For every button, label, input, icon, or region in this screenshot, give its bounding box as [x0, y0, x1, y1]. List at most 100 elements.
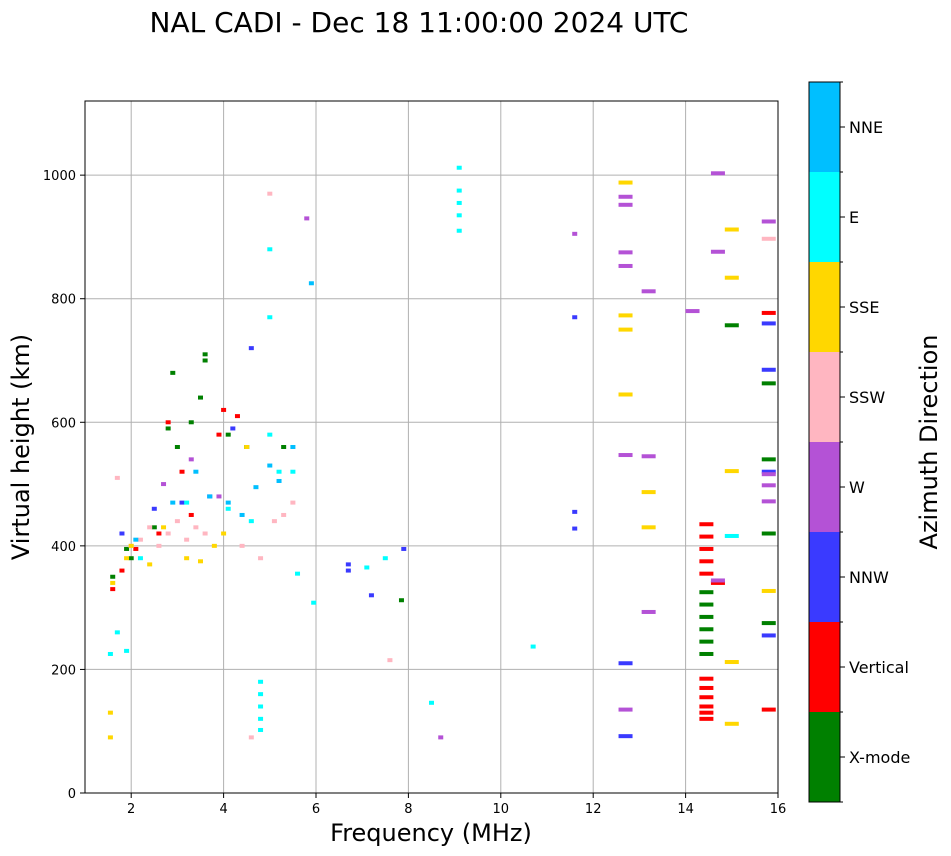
data-point-w	[618, 194, 633, 199]
data-point-x-mode	[761, 457, 776, 462]
data-point-nnw	[761, 367, 776, 372]
data-point-vertical	[699, 546, 714, 551]
data-point-nne	[193, 469, 199, 474]
data-point-x-mode	[699, 627, 714, 632]
colorbar-tick-label: SSE	[849, 298, 879, 317]
y-tick-label: 1000	[43, 169, 76, 184]
data-point-e	[267, 315, 273, 320]
y-axis-label: Virtual height (km)	[7, 334, 35, 560]
data-point-e	[258, 679, 264, 684]
data-point-vertical	[699, 695, 714, 700]
data-point-vertical	[110, 587, 116, 592]
data-point-sse	[724, 721, 739, 726]
data-point-nne	[276, 478, 282, 483]
data-point-e	[456, 165, 462, 170]
data-point-sse	[761, 588, 776, 593]
data-point-w	[304, 216, 310, 221]
data-point-e	[267, 247, 273, 252]
data-point-e	[382, 556, 388, 561]
data-point-x-mode	[699, 590, 714, 595]
data-point-w	[641, 454, 656, 459]
data-point-w	[188, 457, 194, 462]
data-point-vertical	[179, 469, 185, 474]
data-point-nnw	[248, 346, 254, 351]
data-point-w	[761, 499, 776, 504]
data-point-nnw	[368, 593, 374, 598]
data-point-ssw	[156, 543, 162, 548]
data-point-x-mode	[225, 432, 231, 437]
colorbar-segment-ssw	[809, 352, 840, 442]
x-tick-label: 2	[127, 802, 135, 817]
colorbar-frame	[808, 81, 841, 803]
y-axis-ticks: 0 200 400 600 800 1000	[43, 169, 85, 802]
data-point-e	[124, 648, 130, 653]
data-point-x-mode	[128, 556, 134, 561]
data-point-e	[267, 432, 273, 437]
data-point-ssw	[271, 519, 277, 524]
data-point-w	[618, 707, 633, 712]
data-point-x-mode	[151, 525, 157, 530]
data-point-e	[258, 692, 264, 697]
data-point-sse	[124, 556, 130, 561]
data-point-sse	[641, 490, 656, 495]
data-point-nnw	[572, 315, 578, 320]
colorbar-segment-e	[809, 172, 840, 262]
data-point-nne	[239, 512, 245, 517]
data-point-e	[456, 200, 462, 205]
data-point-sse	[107, 735, 113, 740]
colorbar-tick-label: E	[849, 208, 859, 227]
data-point-ssw	[248, 735, 254, 740]
data-point-x-mode	[198, 395, 203, 400]
data-point-vertical	[221, 407, 227, 412]
data-point-x-mode	[174, 445, 180, 449]
data-point-nnw	[618, 661, 633, 666]
data-point-w	[618, 202, 633, 207]
data-point-ssw	[114, 475, 120, 480]
data-point-ssw	[387, 658, 393, 663]
data-point-nne	[290, 445, 296, 449]
x-tick-label: 14	[677, 802, 694, 817]
data-point-vertical	[710, 580, 725, 585]
data-point-nne	[308, 281, 314, 286]
data-point-x-mode	[110, 574, 116, 579]
data-point-sse	[211, 543, 217, 548]
data-point-x-mode	[761, 531, 776, 536]
data-point-sse	[128, 543, 134, 548]
data-point-ssw	[239, 543, 245, 548]
data-point-ssw	[281, 512, 287, 517]
data-point-vertical	[156, 531, 162, 536]
data-point-w	[438, 735, 444, 740]
data-point-vertical	[699, 522, 714, 527]
data-point-nnw	[401, 546, 407, 551]
data-point-nnw	[761, 633, 776, 638]
colorbar-segment-nnw	[809, 532, 840, 622]
data-point-w	[216, 494, 222, 499]
y-tick-label: 0	[68, 787, 76, 802]
data-point-vertical	[216, 432, 222, 437]
colorbar-segment-x-mode	[809, 712, 840, 802]
x-tick-label: 6	[312, 802, 320, 817]
x-tick-label: 8	[404, 802, 412, 817]
data-point-w	[685, 309, 700, 314]
data-point-w	[761, 483, 776, 488]
y-tick-label: 800	[51, 293, 76, 308]
data-point-x-mode	[281, 445, 287, 449]
data-point-nnw	[761, 469, 776, 474]
data-point-vertical	[699, 559, 714, 564]
data-point-ssw	[147, 525, 153, 530]
data-point-e	[364, 565, 370, 570]
data-point-e	[530, 644, 536, 649]
colorbar-label: Azimuth Direction	[915, 335, 943, 550]
data-point-sse	[221, 531, 227, 536]
data-point-ssw	[184, 537, 190, 542]
data-point-vertical	[699, 685, 714, 690]
chart-title: NAL CADI - Dec 18 11:00:00 2024 UTC	[150, 6, 689, 39]
data-point-vertical	[699, 534, 714, 539]
data-point-e	[258, 716, 264, 721]
x-tick-label: 10	[493, 802, 510, 817]
data-point-ssw	[174, 519, 180, 524]
data-point-vertical	[133, 546, 139, 551]
y-tick-label: 600	[51, 416, 76, 431]
data-point-e	[311, 600, 317, 605]
x-tick-label: 12	[585, 802, 602, 817]
